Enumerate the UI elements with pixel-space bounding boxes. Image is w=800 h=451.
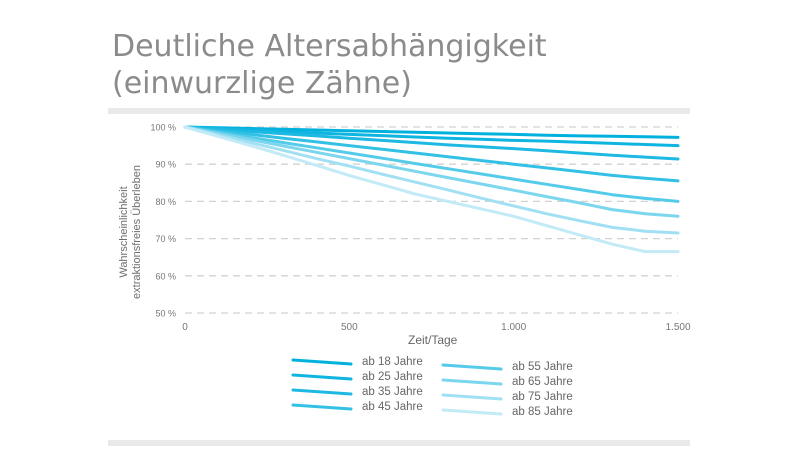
y-axis-label-line-1: Wahrscheinlichkeit xyxy=(118,186,130,278)
y-axis-label: Wahrscheinlichkeit extraktionsfreies Übe… xyxy=(111,142,151,322)
series-line-1 xyxy=(183,125,680,139)
x-tick-label: 0 xyxy=(182,322,188,333)
chart-title-line-1: Deutliche Altersabhängigkeit xyxy=(112,29,547,64)
x-tick-label: 500 xyxy=(341,322,358,333)
y-tick-label: 80 % xyxy=(155,197,176,207)
legend-label-1: ab 18 Jahre xyxy=(362,356,423,368)
chart-title-line-2: (einwurzlige Zähne) xyxy=(112,66,412,101)
legend-label-7: ab 75 Jahre xyxy=(512,391,573,403)
series-line-7 xyxy=(183,125,680,235)
chart-title: Deutliche Altersabhängigkeit (einwurzlig… xyxy=(112,28,547,102)
legend-swatch-8 xyxy=(441,408,503,416)
y-axis-label-line-2: extraktionsfreies Überleben xyxy=(131,165,143,299)
legend-swatch-6 xyxy=(441,378,503,386)
series-line-5 xyxy=(183,125,680,203)
legend-label-8: ab 85 Jahre xyxy=(512,406,573,418)
x-tick-label: 1.500 xyxy=(665,322,690,333)
series-line-6 xyxy=(183,125,680,218)
legend-label-3: ab 35 Jahre xyxy=(362,386,423,398)
y-tick-label: 60 % xyxy=(155,271,176,281)
x-tick-label: 1.000 xyxy=(501,322,526,333)
legend-swatch-1 xyxy=(291,358,353,366)
legend-label-6: ab 65 Jahre xyxy=(512,376,573,388)
legend-swatch-4 xyxy=(291,403,353,411)
y-tick-label: 90 % xyxy=(155,160,176,170)
series-line-2 xyxy=(183,125,680,148)
legend-label-2: ab 25 Jahre xyxy=(362,371,423,383)
y-tick-label: 50 % xyxy=(155,309,176,319)
series-line-3 xyxy=(183,125,680,161)
legend-label-5: ab 55 Jahre xyxy=(512,361,573,373)
legend-swatch-7 xyxy=(441,393,503,401)
legend-label-4: ab 45 Jahre xyxy=(362,401,423,413)
legend-swatch-2 xyxy=(291,373,353,381)
legend-swatch-3 xyxy=(291,388,353,396)
x-axis-label: Zeit/Tage xyxy=(408,333,458,347)
y-tick-label: 100 % xyxy=(150,123,176,133)
y-tick-label: 70 % xyxy=(155,234,176,244)
legend-swatch-5 xyxy=(441,363,503,371)
series-line-4 xyxy=(183,125,680,183)
series-line-8 xyxy=(183,125,680,254)
